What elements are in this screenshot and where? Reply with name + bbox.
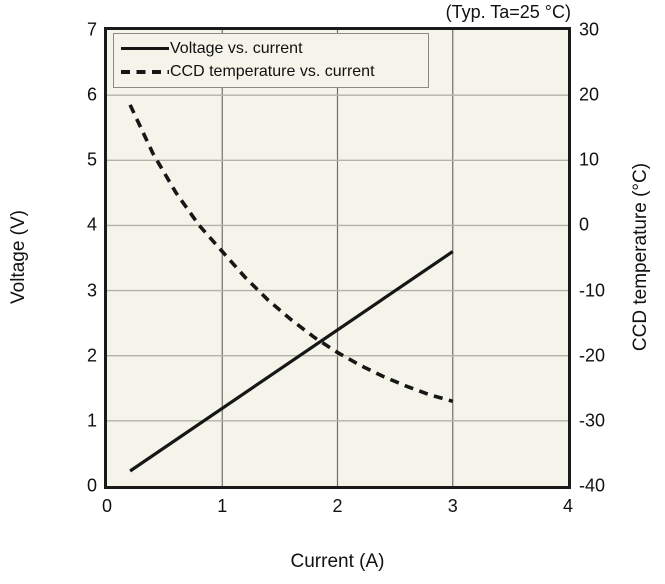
y-left-tick-label: 3	[86, 280, 97, 301]
legend: Voltage vs. current CCD temperature vs. …	[113, 33, 429, 88]
ccd-temperature-curve	[128, 104, 454, 404]
legend-item-voltage: Voltage vs. current	[121, 40, 428, 58]
y-left-tick-label: 7	[86, 19, 97, 40]
y-right-tick-label: -40	[579, 475, 606, 496]
y-left-tick-label: 4	[86, 215, 97, 236]
plot-area: Voltage vs. current CCD temperature vs. …	[104, 27, 571, 489]
x-tick-label: 4	[562, 496, 574, 516]
y-right-tick-label: -20	[579, 345, 606, 366]
y-left-tick-label: 1	[86, 410, 97, 431]
legend-label-ccd-temperature: CCD temperature vs. current	[170, 63, 375, 81]
y-left-tick-label: 0	[86, 475, 97, 496]
y-right-tick-label: -10	[579, 280, 606, 301]
legend-item-ccd-temperature: CCD temperature vs. current	[121, 63, 428, 81]
x-tick-label: 3	[447, 496, 458, 516]
y-left-tick-label: 6	[86, 84, 97, 105]
dashed-line-swatch-icon	[121, 70, 169, 75]
y-left-tick-label: 2	[86, 345, 97, 366]
y-axis-title-ccd-temperature: CCD temperature (°C)	[630, 162, 651, 352]
chart-canvas	[107, 30, 568, 486]
legend-label-voltage: Voltage vs. current	[170, 39, 303, 57]
y-right-tick-label: 0	[579, 215, 590, 236]
y-right-tick-label: 30	[579, 19, 600, 40]
solid-line-swatch-icon	[121, 46, 169, 51]
y-right-tick-label: 20	[579, 84, 600, 105]
voltage-line	[129, 250, 454, 473]
x-tick-label: 2	[332, 496, 343, 516]
y-right-tick-label: 10	[579, 149, 600, 170]
chart-condition-annotation: (Typ. Ta=25 °C)	[445, 2, 571, 22]
x-tick-label: 1	[217, 496, 228, 516]
y-right-tick-label: -30	[579, 410, 606, 431]
y-left-tick-label: 5	[86, 149, 97, 170]
x-axis-title-current: Current (A)	[290, 551, 385, 572]
x-tick-label: 0	[101, 496, 113, 516]
